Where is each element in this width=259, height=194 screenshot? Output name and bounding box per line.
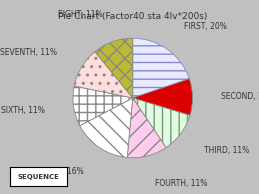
- Text: SEQUENCE: SEQUENCE: [18, 174, 60, 179]
- Text: FIFTH, 16%: FIFTH, 16%: [41, 167, 83, 176]
- Wedge shape: [133, 38, 189, 98]
- Text: SIXTH, 11%: SIXTH, 11%: [1, 106, 45, 115]
- Wedge shape: [133, 79, 192, 115]
- Title: Pie Chart (Factor40.sta 4lv*200s): Pie Chart (Factor40.sta 4lv*200s): [58, 12, 207, 21]
- Wedge shape: [127, 98, 166, 158]
- Text: SECOND, 10%: SECOND, 10%: [221, 92, 259, 101]
- Text: EIGHT, 11%: EIGHT, 11%: [59, 10, 103, 19]
- Wedge shape: [73, 86, 133, 126]
- Wedge shape: [80, 98, 133, 158]
- Text: SEVENTH, 11%: SEVENTH, 11%: [0, 48, 57, 57]
- Wedge shape: [133, 98, 190, 148]
- Wedge shape: [74, 52, 133, 98]
- Wedge shape: [95, 38, 133, 98]
- Text: THIRD, 11%: THIRD, 11%: [204, 146, 249, 155]
- Text: FOURTH, 11%: FOURTH, 11%: [155, 179, 207, 188]
- Text: FIRST, 20%: FIRST, 20%: [184, 22, 227, 31]
